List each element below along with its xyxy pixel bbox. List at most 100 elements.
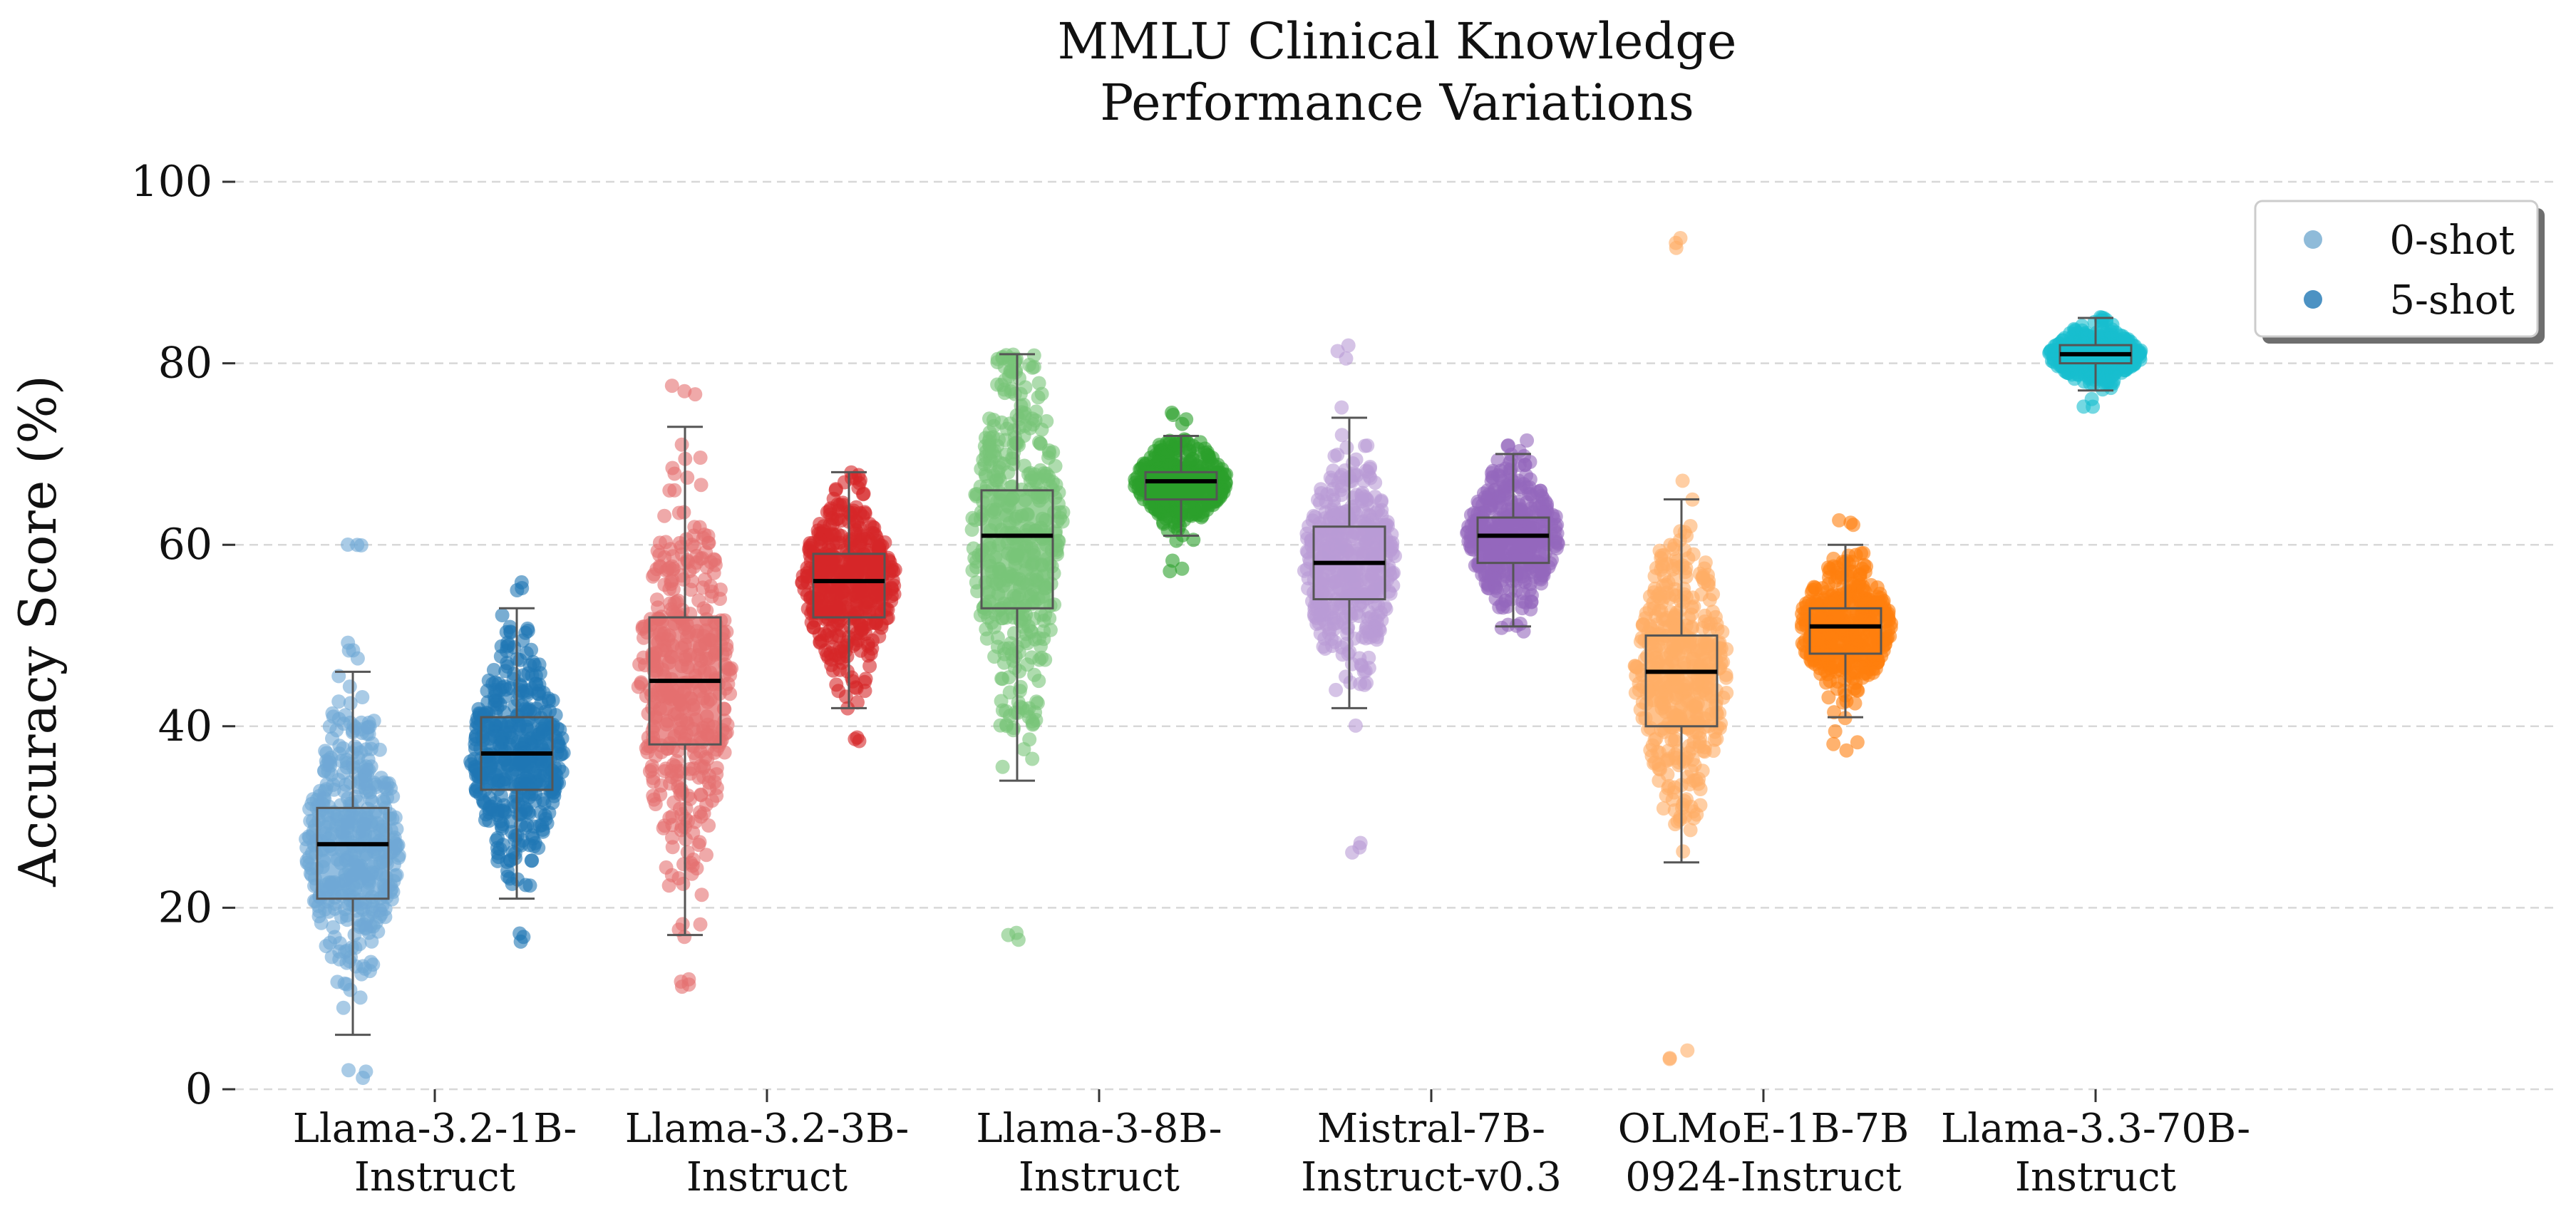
model-3-0-shot-point bbox=[1358, 664, 1373, 679]
model-3-0-shot-point bbox=[1368, 475, 1383, 490]
model-2-0-shot-point bbox=[1055, 514, 1070, 529]
model-0-0-shot-point bbox=[341, 643, 356, 658]
model-3-5-shot-point bbox=[1488, 572, 1503, 587]
model-1-0-shot-point bbox=[677, 384, 692, 398]
model-2-0-shot-point bbox=[1013, 613, 1028, 628]
model-0-0-shot-point bbox=[389, 822, 404, 837]
model-2-0-shot-point bbox=[1004, 636, 1019, 651]
model-2-0-shot-point bbox=[969, 575, 984, 590]
model-4-5-shot-point bbox=[1839, 743, 1854, 758]
model-0-0-shot-point bbox=[388, 836, 403, 851]
model-0-0-shot-point bbox=[359, 921, 373, 936]
model-2-0-shot-point bbox=[1012, 684, 1027, 699]
model-3-0-shot-point bbox=[1352, 840, 1367, 855]
model-4-5-shot-point bbox=[1855, 660, 1870, 675]
x-tick-label-5-line-1: Llama-3.3-70B- bbox=[1941, 1106, 2250, 1152]
model-0-0-shot-point bbox=[376, 793, 391, 808]
model-0-0-shot-point bbox=[372, 910, 387, 924]
model-5-0-shot-point bbox=[2081, 363, 2096, 378]
model-3-0-shot-point bbox=[1348, 718, 1363, 733]
y-tick-label-20: 20 bbox=[158, 883, 212, 932]
legend-label-0-shot: 0-shot bbox=[2389, 217, 2515, 264]
model-3-0-shot-point bbox=[1314, 485, 1329, 500]
model-4-5-shot-point bbox=[1866, 665, 1880, 680]
model-2-0-shot-point bbox=[1034, 650, 1049, 665]
model-4-0-shot-point bbox=[1693, 798, 1708, 813]
y-tick-label-100: 100 bbox=[130, 157, 212, 207]
model-0-0-shot-point bbox=[319, 746, 334, 761]
model-1-5-shot-point bbox=[867, 527, 882, 542]
model-0-5-shot-point bbox=[527, 835, 542, 850]
model-1-0-shot-point bbox=[698, 572, 712, 587]
model-1-0-shot-point bbox=[676, 505, 691, 520]
model-1-0-shot-point bbox=[657, 508, 672, 523]
model-4-0-shot-point bbox=[1685, 621, 1699, 636]
model-4-5-shot-point bbox=[1821, 690, 1836, 705]
y-tick-label-40: 40 bbox=[158, 701, 212, 751]
model-2-0-shot-point bbox=[1025, 751, 1040, 766]
model-0-5-shot-point bbox=[486, 662, 501, 677]
model-1-0-shot-point bbox=[723, 686, 738, 701]
model-1-0-shot-point bbox=[694, 787, 709, 802]
legend-label-5-shot: 5-shot bbox=[2389, 277, 2515, 324]
model-4-0-shot-point bbox=[1685, 590, 1700, 605]
model-3-0-shot-point bbox=[1341, 338, 1356, 353]
model-0-0-shot-point bbox=[326, 920, 341, 935]
model-1-0-shot-point bbox=[665, 809, 680, 823]
model-0-5-shot-box bbox=[480, 607, 554, 900]
model-1-0-shot-point bbox=[654, 745, 669, 759]
model-3-5-shot-iqr-box bbox=[1476, 516, 1550, 565]
model-1-0-shot-point bbox=[646, 569, 660, 584]
model-0-0-shot-point bbox=[341, 1063, 356, 1078]
model-0-0-shot-point bbox=[326, 777, 341, 792]
y-tick-label-60: 60 bbox=[158, 520, 212, 570]
model-1-0-shot-point bbox=[659, 860, 674, 875]
model-5-0-shot-point bbox=[2075, 323, 2089, 338]
model-0-0-shot-point bbox=[369, 779, 384, 794]
model-0-0-shot-point bbox=[356, 1071, 371, 1085]
model-1-5-shot-iqr-box bbox=[812, 552, 886, 619]
model-4-0-shot-box bbox=[1644, 498, 1719, 864]
model-0-0-shot-point bbox=[359, 777, 373, 791]
model-2-0-shot-point bbox=[977, 457, 992, 472]
model-1-0-shot-point bbox=[700, 751, 715, 766]
model-0-5-shot-point bbox=[510, 583, 525, 597]
model-0-0-shot-point bbox=[319, 757, 334, 772]
model-1-5-shot-point bbox=[874, 617, 889, 632]
model-3-0-shot-point bbox=[1319, 617, 1334, 632]
model-3-5-shot-point bbox=[1520, 433, 1535, 448]
model-0-0-shot-point bbox=[337, 976, 352, 991]
model-4-0-shot-point bbox=[1661, 575, 1676, 590]
model-3-5-shot-point bbox=[1504, 473, 1519, 488]
model-3-0-shot-point bbox=[1301, 571, 1316, 586]
model-4-0-shot-point bbox=[1697, 608, 1712, 623]
model-2-0-shot-point bbox=[1031, 376, 1046, 391]
model-1-5-shot-point bbox=[887, 578, 902, 593]
model-2-5-shot-point bbox=[1155, 499, 1170, 514]
model-0-5-shot-point bbox=[520, 702, 535, 717]
model-2-0-shot-point bbox=[1026, 348, 1041, 363]
model-2-0-shot-box bbox=[980, 353, 1054, 782]
model-0-0-shot-box bbox=[316, 670, 390, 1037]
model-2-0-shot-point bbox=[995, 349, 1010, 364]
model-2-0-shot-point bbox=[995, 759, 1010, 774]
model-1-5-shot-point bbox=[877, 535, 892, 550]
model-1-5-shot-box bbox=[812, 470, 886, 709]
model-1-0-shot-point bbox=[723, 668, 738, 683]
model-3-0-shot-point bbox=[1318, 511, 1333, 525]
x-tick-label-2-line-2: Instruct bbox=[1019, 1154, 1180, 1200]
model-4-5-shot-point bbox=[1807, 580, 1821, 595]
model-4-0-shot-point bbox=[1652, 590, 1667, 605]
model-2-5-shot-point bbox=[1175, 561, 1190, 576]
model-3-0-shot-point bbox=[1366, 628, 1381, 643]
model-1-0-shot-point bbox=[667, 466, 682, 481]
model-4-0-shot-point bbox=[1652, 761, 1666, 776]
model-4-5-shot-point bbox=[1856, 582, 1871, 597]
model-1-5-shot-point bbox=[843, 619, 858, 634]
model-2-5-shot-box bbox=[1144, 434, 1218, 537]
model-3-0-shot-point bbox=[1351, 609, 1366, 623]
x-tick-label-3-line-2: Instruct-v0.3 bbox=[1301, 1154, 1562, 1200]
model-4-0-shot-point bbox=[1659, 611, 1674, 625]
model-1-5-shot-point bbox=[850, 695, 865, 710]
